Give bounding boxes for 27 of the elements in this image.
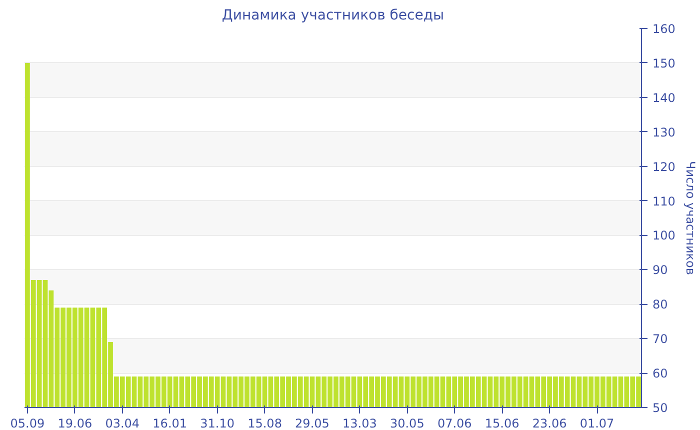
x-tick-label: 29.05 (295, 416, 330, 430)
y-tick-label: 140 (652, 90, 676, 105)
y-tick-label: 60 (652, 366, 668, 381)
x-tick-label: 15.08 (248, 416, 282, 430)
x-tick-label: 19.06 (58, 416, 92, 430)
x-tick-label: 23.06 (532, 416, 567, 430)
x-tick-label: 30.05 (390, 416, 424, 430)
x-tick-label: 13.03 (342, 416, 377, 430)
y-tick-label: 80 (652, 298, 668, 312)
x-tick-label: 03.04 (105, 416, 140, 430)
x-tick-label: 01.07 (580, 416, 614, 430)
x-tick-label: 16.01 (152, 416, 188, 430)
y-tick-label: 160 (652, 22, 676, 36)
y-tick-label: 150 (652, 56, 676, 70)
x-tick-label: 05.09 (10, 416, 45, 430)
y-tick-label: 50 (652, 401, 668, 415)
y-axis-title: Число участников (683, 161, 698, 275)
x-tick-label: 15.06 (484, 416, 520, 430)
chart-title: Динамика участников беседы (222, 8, 444, 24)
x-tick-label: 07.06 (437, 416, 472, 430)
y-tick-label: 120 (652, 160, 676, 174)
x-tick-label: 31.10 (200, 416, 234, 430)
y-tick-label: 90 (652, 263, 668, 278)
y-tick-label: 70 (652, 332, 668, 346)
y-tick-label: 130 (652, 125, 676, 140)
y-tick-label: 100 (652, 228, 676, 243)
y-tick-label: 110 (652, 194, 676, 208)
